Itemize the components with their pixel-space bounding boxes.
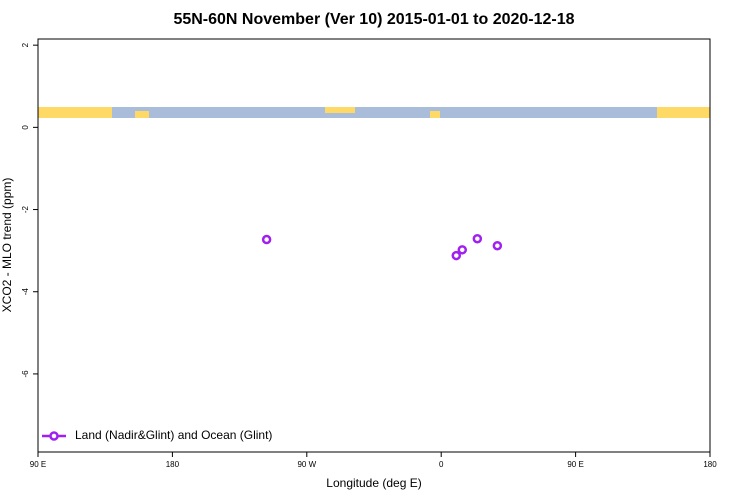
chart-title: 55N-60N November (Ver 10) 2015-01-01 to … [173,11,574,28]
plot-frame [37,38,711,453]
x-tick-label: 0 [439,460,444,469]
data-point [457,245,468,255]
data-point [472,233,483,244]
data-point [261,234,272,245]
y-tick-label: 0 [21,125,30,130]
x-tick-label: 180 [166,460,180,469]
data-point [492,240,503,251]
y-tick-label: -2 [21,205,30,213]
x-tick-label: 90 E [30,460,46,469]
x-tick-label: 90 E [567,460,583,469]
y-tick-label: -6 [21,370,30,378]
x-tick-label: 180 [703,460,717,469]
legend-marker [49,431,59,441]
x-tick-label: 90 W [297,460,316,469]
legend-label: Land (Nadir&Glint) and Ocean (Glint) [75,428,272,442]
y-axis-label: XCO2 - MLO trend (ppm) [0,178,14,313]
y-tick-label: -4 [21,288,30,296]
map-strip [38,107,710,118]
data-point [451,250,462,261]
y-tick-label: 2 [21,42,30,47]
x-axis-label: Longitude (deg E) [326,476,421,490]
